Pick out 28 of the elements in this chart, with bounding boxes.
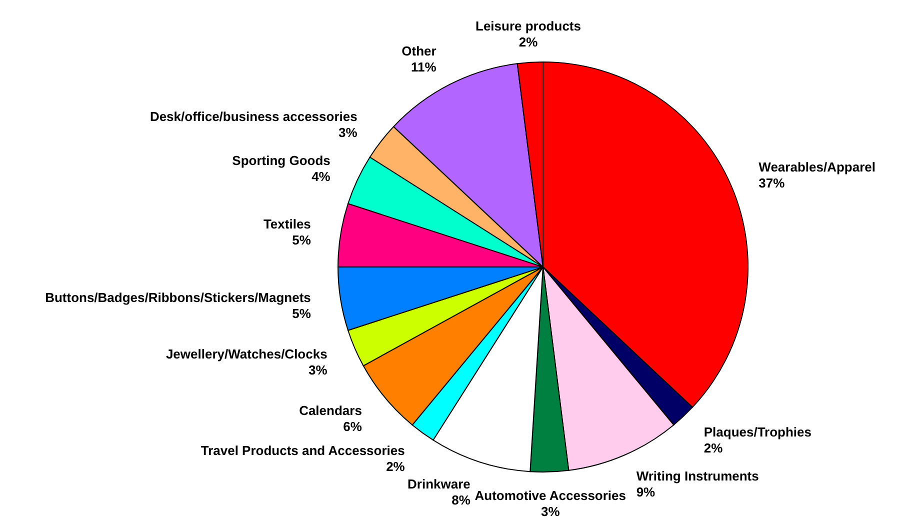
slice-label: Buttons/Badges/Ribbons/Stickers/Magnets <box>45 290 311 305</box>
slice-label: Other <box>402 44 436 59</box>
data-label: 3% <box>540 504 560 519</box>
data-label: 6% <box>343 418 362 434</box>
slice-label: Jewellery/Watches/Clocks <box>166 346 328 362</box>
data-label: 3% <box>308 362 328 378</box>
data-label: 8% <box>452 492 471 508</box>
data-label: 11% <box>411 60 437 75</box>
slice-label: Automotive Accessories <box>474 488 626 503</box>
slice-label: Wearables/Apparel <box>758 160 876 175</box>
slice-label: Leisure products <box>476 18 581 34</box>
data-label: 3% <box>338 124 358 140</box>
data-label: 2% <box>386 459 406 474</box>
data-label: 4% <box>312 168 331 184</box>
slice-label: Writing Instruments <box>636 468 759 484</box>
slice-label: Sporting Goods <box>232 152 330 168</box>
slice-label: Plaques/Trophies <box>704 424 812 440</box>
slice-label: Desk/office/business accessories <box>150 108 358 124</box>
data-label: 5% <box>292 232 312 248</box>
slice-label: Textiles <box>263 216 311 232</box>
data-label: 2% <box>518 34 538 50</box>
data-label: 9% <box>636 484 656 500</box>
slice-label: Drinkware <box>408 476 470 492</box>
slice-label: Travel Products and Accessories <box>200 443 405 458</box>
slice-label: Calendars <box>299 402 362 418</box>
data-label: 37% <box>758 176 786 191</box>
data-label: 2% <box>704 440 724 456</box>
data-label: 5% <box>292 306 312 321</box>
